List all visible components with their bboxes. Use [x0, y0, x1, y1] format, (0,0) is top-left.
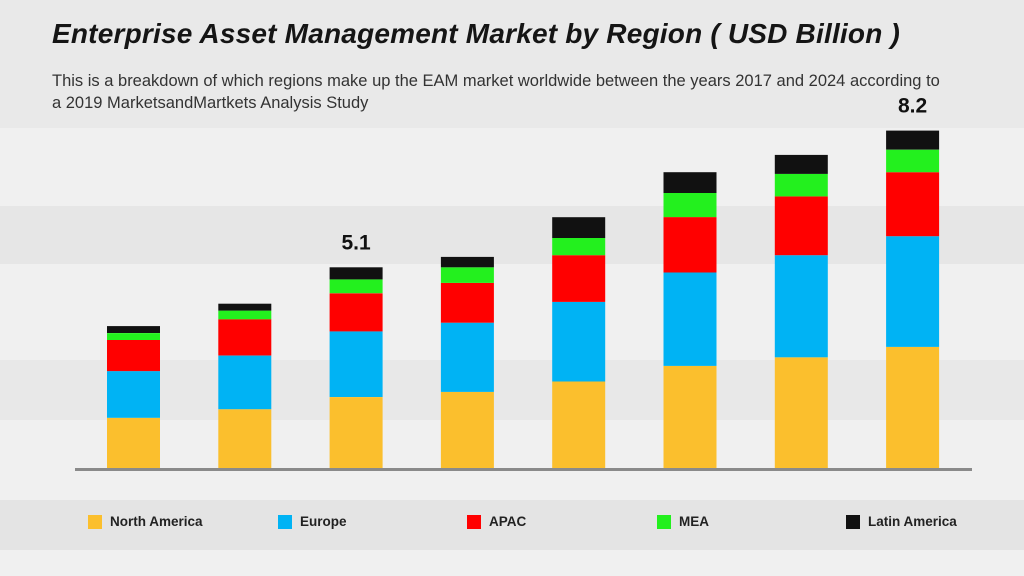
bar-segment-europe: [663, 272, 717, 366]
bar-segment-europe: [886, 236, 940, 347]
bar-segment-north-america: [663, 365, 717, 468]
bar-segment-mea: [774, 173, 828, 197]
chart-subtitle: This is a breakdown of which regions mak…: [52, 72, 940, 112]
bar-segment-europe: [440, 322, 494, 392]
background-band: [0, 206, 1024, 264]
bar-segment-apac: [329, 293, 383, 332]
legend-item-apac: APAC: [467, 514, 526, 529]
bar-segment-europe: [218, 355, 272, 410]
legend-swatch: [278, 514, 292, 529]
legend-label: Latin America: [868, 514, 957, 529]
background-band: [0, 0, 1024, 128]
bar-segment-latin-america: [107, 326, 160, 333]
chart-legend: North America Europe APAC MEA Latin America: [0, 508, 1024, 542]
legend-item-europe: Europe: [278, 514, 347, 529]
bar-segment-apac: [440, 282, 494, 323]
data-label: 8.2: [898, 95, 927, 118]
bar-segment-apac: [218, 319, 272, 356]
bar-segment-mea: [329, 279, 383, 294]
bar-segment-europe: [552, 301, 606, 382]
bar-segment-europe: [774, 255, 828, 358]
legend-swatch: [657, 514, 671, 529]
bar-segment-latin-america: [329, 267, 383, 280]
background-band: [0, 360, 1024, 420]
legend-label: MEA: [679, 514, 709, 529]
bar-segment-north-america: [107, 417, 160, 468]
bar-segment-apac: [663, 217, 717, 273]
stacked-bar-chart: 5.1 8.2: [75, 95, 972, 471]
bar-segment-mea: [218, 310, 272, 320]
bar-segment-latin-america: [774, 154, 828, 174]
bar-segment-north-america: [774, 357, 828, 468]
legend-swatch: [846, 514, 860, 529]
bar-segment-mea: [886, 149, 940, 173]
bar-segment-mea: [107, 333, 160, 340]
chart-title: Enterprise Asset Management Market by Re…: [52, 18, 901, 49]
legend-label: Europe: [300, 514, 347, 529]
bar-segment-north-america: [440, 391, 494, 468]
bar-segment-apac: [774, 196, 828, 256]
bar-segment-mea: [440, 267, 494, 283]
bar-segment-north-america: [552, 381, 606, 468]
bar-segment-latin-america: [886, 130, 940, 150]
bar-segment-apac: [886, 172, 940, 237]
bar-segment-north-america: [218, 409, 272, 468]
legend-item-latin-america: Latin America: [846, 514, 957, 529]
bar-segment-latin-america: [440, 256, 494, 268]
bar-segment-mea: [663, 192, 717, 218]
legend-item-mea: MEA: [657, 514, 709, 529]
bar-segment-latin-america: [552, 217, 606, 238]
legend-swatch: [467, 514, 481, 529]
bar-segment-apac: [552, 255, 606, 302]
data-label: 5.1: [341, 231, 371, 254]
legend-label: APAC: [489, 514, 527, 529]
legend-label: North America: [110, 514, 203, 529]
bar-segment-europe: [329, 331, 383, 397]
bar-segment-north-america: [329, 397, 383, 468]
bar-segment-apac: [107, 340, 160, 372]
bar-segment-europe: [107, 371, 160, 418]
bar-segment-latin-america: [218, 303, 272, 311]
bar-segment-latin-america: [663, 172, 717, 193]
bar-segment-mea: [552, 237, 606, 256]
bar-segment-north-america: [886, 346, 940, 468]
legend-item-north-america: North America: [88, 514, 203, 529]
legend-swatch: [88, 514, 102, 529]
